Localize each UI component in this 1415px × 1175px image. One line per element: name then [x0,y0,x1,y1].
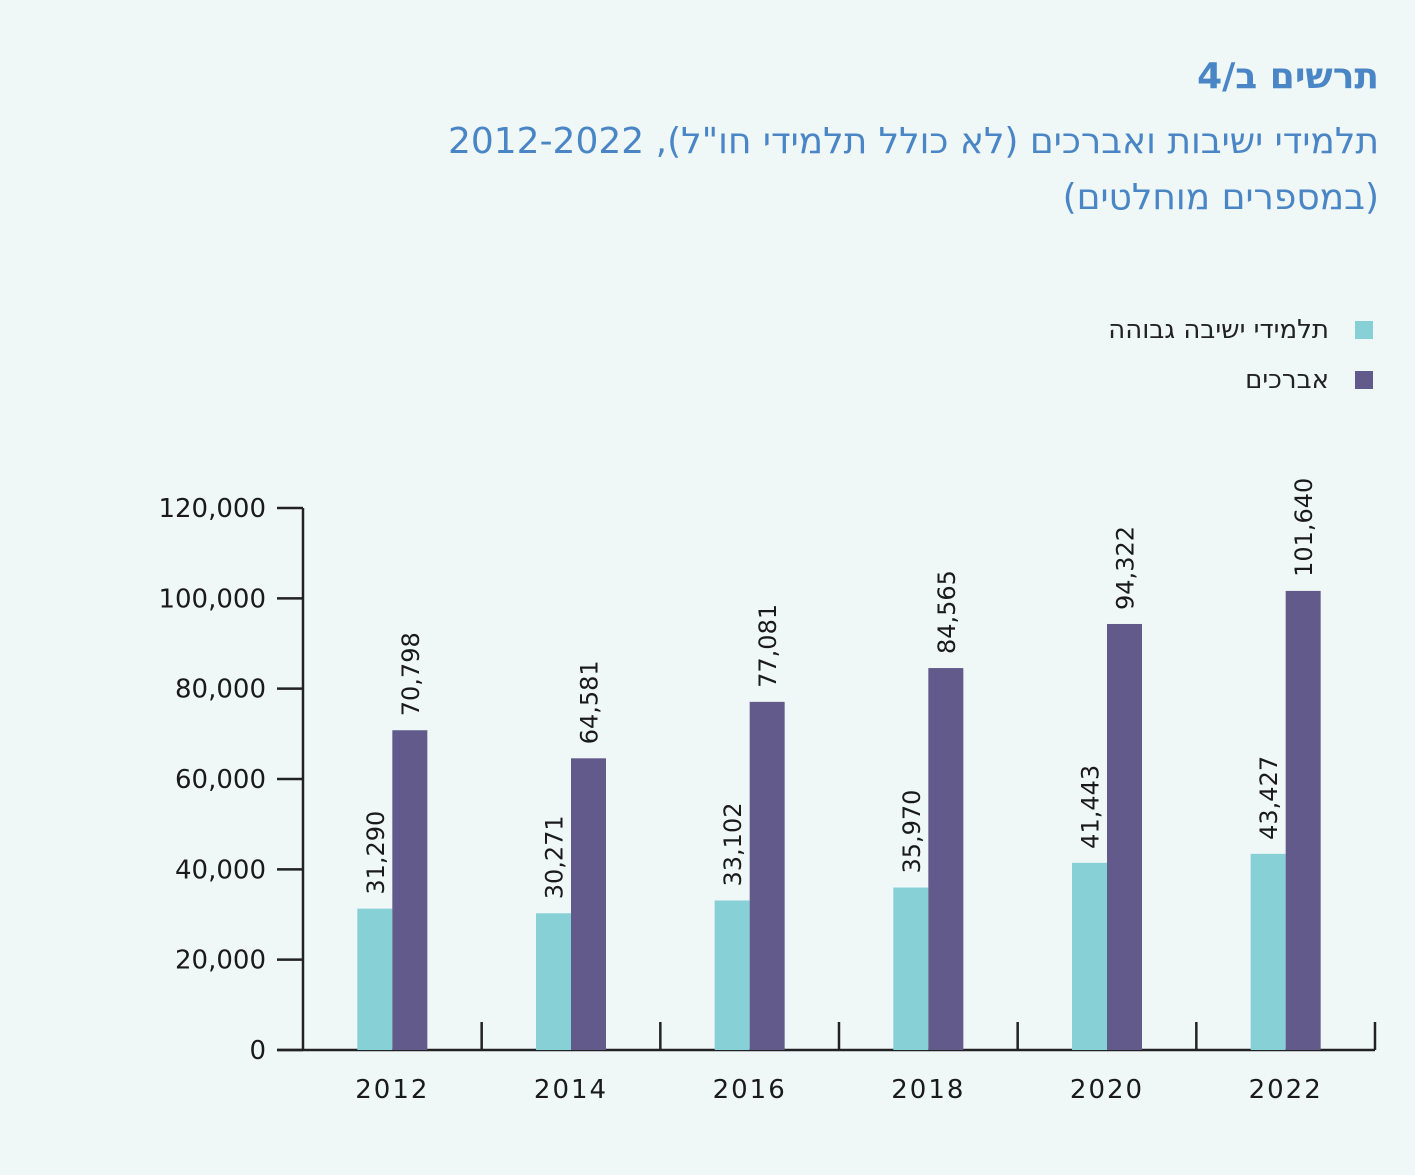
legend-label-avrechim: אברכים [1245,365,1329,395]
x-tick-label-2018: 2018 [891,1075,965,1105]
y-tick-label: 40,000 [175,855,266,885]
chart-title-line-2: (במספרים מוחלטים) [1062,177,1379,218]
bar-yeshiva-2022 [1250,853,1286,1050]
chart-title: תלמידי ישיבות ואברכים (לא כולל תלמידי חו… [39,114,1379,226]
value-label-avrechim-2014: 64,581 [576,660,604,744]
legend-swatch-yeshiva [1355,321,1373,339]
legend-item-avrechim: אברכים [1108,355,1373,405]
chart-header: תרשים ב/4 תלמידי ישיבות ואברכים (לא כולל… [39,52,1379,226]
figure-label: תרשים ב/4 [1197,56,1379,97]
value-label-yeshiva-2020: 41,443 [1077,765,1105,849]
bar-yeshiva-2016 [714,900,750,1050]
value-label-yeshiva-2016: 33,102 [719,803,747,887]
x-tick-label-2022: 2022 [1249,1075,1323,1105]
x-tick-label-2016: 2016 [713,1075,787,1105]
y-tick-label: 60,000 [175,765,266,795]
value-label-yeshiva-2018: 35,970 [898,790,926,874]
y-tick-label: 80,000 [175,675,266,705]
bar-yeshiva-2012 [357,908,393,1050]
value-label-avrechim-2022: 101,640 [1290,478,1318,577]
value-label-avrechim-2020: 94,322 [1112,526,1140,610]
value-label-avrechim-2018: 84,565 [933,570,961,654]
bar-avrechim-2012 [392,730,428,1050]
value-label-avrechim-2016: 77,081 [754,604,782,688]
value-label-yeshiva-2014: 30,271 [541,815,569,899]
bar-yeshiva-2014 [536,913,571,1050]
value-label-yeshiva-2022: 43,427 [1255,756,1283,840]
bar-avrechim-2018 [928,668,964,1050]
x-tick-label-2012: 2012 [355,1075,429,1105]
x-tick-label-2014: 2014 [534,1075,608,1105]
bar-avrechim-2014 [571,758,606,1050]
x-tick-label-2020: 2020 [1070,1075,1144,1105]
bar-avrechim-2020 [1107,623,1142,1050]
chart-title-line-1: תלמידי ישיבות ואברכים (לא כולל תלמידי חו… [447,121,1379,162]
legend-item-yeshiva: תלמידי ישיבה גבוהה [1108,305,1373,355]
bar-avrechim-2022 [1285,590,1321,1050]
y-tick-label: 120,000 [158,494,266,524]
bar-avrechim-2016 [749,701,785,1050]
value-label-avrechim-2012: 70,798 [397,632,425,716]
y-tick-label: 20,000 [175,946,266,976]
legend: תלמידי ישיבה גבוהה אברכים [1108,305,1373,405]
legend-label-yeshiva: תלמידי ישיבה גבוהה [1108,315,1329,345]
legend-swatch-avrechim [1355,371,1373,389]
bar-yeshiva-2018 [893,887,929,1050]
y-tick-label: 100,000 [158,584,266,614]
y-tick-label: 0 [249,1036,266,1066]
value-label-yeshiva-2012: 31,290 [362,811,390,895]
bar-yeshiva-2020 [1072,862,1107,1050]
